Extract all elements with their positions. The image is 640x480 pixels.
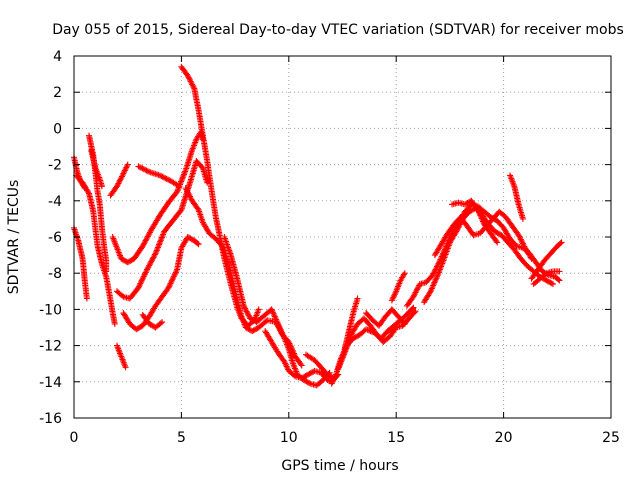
data-points [71, 63, 565, 389]
y-tick-label: 2 [53, 85, 62, 101]
data-marker-trace [135, 163, 183, 190]
x-tick-label: 5 [177, 430, 186, 446]
series-arc-o [221, 234, 333, 389]
y-tick-label: -10 [39, 302, 62, 318]
data-marker-trace [107, 161, 131, 199]
data-marker-trace [449, 197, 501, 246]
y-tick-label: 0 [53, 121, 62, 137]
data-marker-trace [341, 295, 361, 353]
series-arc-ac [530, 268, 563, 288]
data-marker-trace [328, 304, 417, 387]
y-tick-label: -16 [39, 411, 62, 427]
chart-title: Day 055 of 2015, Sidereal Day-to-day VTE… [52, 22, 624, 38]
series-arc-p [262, 328, 342, 385]
series-arc-x [421, 205, 556, 306]
data-marker-trace [88, 147, 105, 190]
series-arc-g [113, 342, 129, 371]
y-tick-label: -14 [39, 375, 62, 391]
data-marker-trace [221, 234, 333, 389]
data-marker-trace [109, 129, 206, 266]
y-tick-label: -6 [48, 230, 62, 246]
series-arc-y [431, 208, 535, 262]
data-marker-trace [431, 208, 535, 262]
data-marker-trace [363, 306, 408, 329]
x-tick-label: 0 [70, 430, 79, 446]
x-tick-label: 15 [387, 430, 405, 446]
series-arc-t [341, 295, 361, 353]
data-marker-trace [73, 172, 118, 327]
series-arc-ab [528, 239, 565, 282]
series-arc-c [73, 172, 118, 327]
data-marker-trace [182, 185, 305, 369]
data-marker-trace [139, 311, 166, 331]
x-tick-label: 10 [280, 430, 298, 446]
data-marker-trace [335, 308, 419, 373]
data-marker-trace [113, 342, 129, 371]
series-arc-j [120, 234, 202, 333]
data-marker-trace [530, 268, 563, 288]
data-marker-trace [528, 239, 565, 282]
y-tick-label: -8 [48, 266, 62, 282]
series-arc-i [113, 158, 211, 302]
x-axis-label: GPS time / hours [281, 458, 398, 474]
data-marker-trace [302, 351, 337, 382]
y-axis-label: SDTVAR / TECUs [6, 180, 22, 295]
y-tick-label: 4 [53, 49, 62, 65]
x-tick-label: 25 [602, 430, 620, 446]
data-marker-trace [388, 270, 408, 304]
axes: 0 5 10 15 20 25 -16 -14 -12 -10 -8 -6 -4 -2 0 2 4 [39, 49, 620, 446]
series-arc-u [363, 306, 408, 329]
series-arc-r [328, 304, 417, 387]
data-marker-trace [113, 158, 211, 302]
y-tick-label: -2 [48, 158, 62, 174]
series-arc-v [388, 270, 408, 304]
y-tick-label: -12 [39, 339, 62, 355]
series-arc-q [302, 351, 337, 382]
series-arc-n [182, 185, 305, 369]
series-arc-k [139, 311, 166, 331]
x-tick-label: 20 [495, 430, 513, 446]
y-tick-label: -4 [48, 194, 62, 210]
series-arc-s [335, 308, 419, 373]
grid [74, 56, 611, 418]
series-arc-f [107, 161, 131, 199]
series-arc-z [449, 197, 501, 246]
series-arc-l [135, 163, 183, 190]
data-marker-trace [262, 328, 342, 385]
data-marker-trace [507, 172, 526, 222]
series-arc-e [88, 147, 105, 190]
series-arc-h [109, 129, 206, 266]
data-marker-trace [120, 234, 202, 333]
data-marker-trace [421, 205, 556, 306]
series-arc-aa [507, 172, 526, 222]
